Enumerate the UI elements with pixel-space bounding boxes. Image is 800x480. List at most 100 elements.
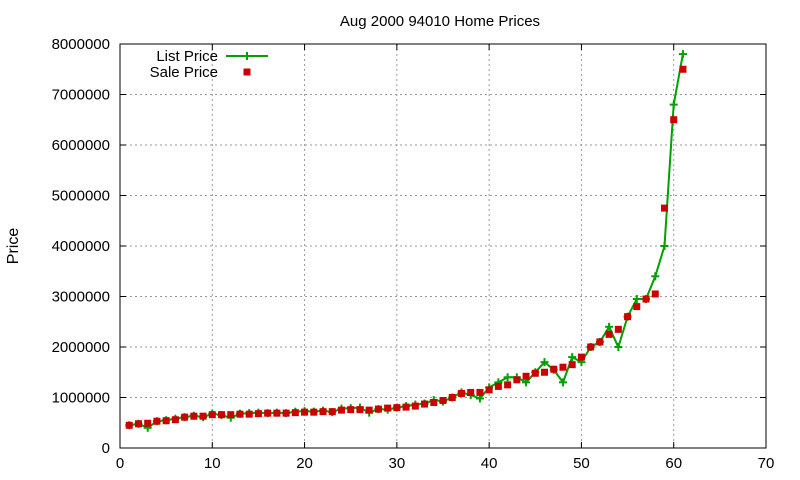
sale-price-point: [559, 363, 567, 371]
sale-price-point: [670, 116, 678, 124]
sale-price-point: [596, 338, 604, 346]
sale-price-point: [439, 397, 447, 405]
sale-price-point: [254, 410, 262, 418]
sale-price-point: [430, 399, 438, 407]
sale-price-point: [522, 372, 530, 380]
sale-price-point: [476, 388, 484, 396]
sale-price-point: [651, 290, 659, 298]
list-price-point: [614, 343, 623, 351]
x-tick-label: 60: [665, 455, 682, 472]
sale-price-point: [513, 376, 521, 384]
sale-price-point: [642, 295, 650, 303]
sale-price-point: [365, 406, 373, 414]
legend-swatch-sale-price: [243, 68, 251, 76]
sale-price-point: [236, 410, 244, 418]
legend-swatch-list-price: [226, 52, 268, 60]
chart-title: Aug 2000 94010 Home Prices: [340, 13, 540, 30]
sale-price-point: [393, 404, 401, 412]
x-tick-label: 30: [389, 455, 406, 472]
sale-price-point: [457, 389, 465, 397]
sale-price-point: [245, 410, 253, 418]
list-price-point: [605, 322, 614, 331]
sale-price-point: [328, 408, 336, 416]
x-tick-label: 70: [758, 455, 775, 472]
sale-price-point: [227, 411, 235, 419]
list-price-point: [632, 295, 641, 304]
sale-price-point: [218, 411, 226, 419]
x-tick-label: 20: [296, 455, 313, 472]
sale-price-point: [624, 313, 632, 321]
y-tick-label: 8000000: [52, 36, 110, 53]
legend-marker-sale-price: [243, 68, 251, 76]
sale-price-point: [605, 330, 613, 338]
sale-price-point: [402, 403, 410, 411]
sale-price-point: [467, 388, 475, 396]
x-axis-ticks: 0 10 20 30 40 50 60 70: [116, 44, 775, 472]
series-layer: [125, 50, 687, 432]
y-tick-label: 7000000: [52, 87, 110, 104]
list-price-point: [669, 100, 678, 109]
sale-price-point: [301, 408, 309, 416]
sale-price-point: [421, 400, 429, 408]
sale-price-point: [337, 406, 345, 414]
sale-price-point: [171, 416, 179, 424]
legend: List Price Sale Price: [150, 48, 268, 81]
sale-price-point: [411, 402, 419, 410]
y-tick-label: 2000000: [52, 339, 110, 356]
sale-price-point: [319, 408, 327, 416]
list-price-point: [651, 272, 660, 281]
x-tick-label: 40: [481, 455, 498, 472]
sale-price-point: [162, 417, 170, 425]
legend-label-list-price: List Price: [156, 48, 218, 65]
x-tick-label: 0: [116, 455, 124, 472]
sale-price-point: [504, 381, 512, 389]
sale-price-point: [374, 405, 382, 413]
sale-price-point: [208, 411, 216, 419]
sale-price-point: [587, 343, 595, 351]
sale-price-point: [356, 406, 364, 414]
y-axis-label: Price: [5, 228, 22, 265]
list-price-point: [558, 378, 567, 387]
sale-price-point: [199, 412, 207, 420]
sale-price-point: [577, 353, 585, 361]
sale-price-point: [310, 408, 318, 416]
y-tick-label: 1000000: [52, 390, 110, 407]
sale-price-point: [273, 409, 281, 417]
sale-price-point: [347, 406, 355, 414]
sale-price-point: [494, 382, 502, 390]
sale-price-point: [541, 368, 549, 376]
sale-price-point: [153, 417, 161, 425]
series-sale-price: [125, 65, 687, 429]
sale-price-point: [264, 409, 272, 417]
y-tick-label: 4000000: [52, 238, 110, 255]
sale-price-point: [531, 369, 539, 377]
list-price-point: [660, 242, 669, 250]
sale-price-point: [568, 361, 576, 369]
series-list-price: [125, 50, 687, 432]
sale-price-point: [550, 365, 558, 373]
sale-price-point: [485, 386, 493, 394]
sale-price-point: [384, 404, 392, 412]
sale-price-point: [181, 413, 189, 421]
list-price-point: [678, 50, 687, 59]
sale-price-point: [660, 204, 668, 212]
x-tick-label: 50: [573, 455, 590, 472]
list-price-point: [568, 353, 577, 362]
y-axis-ticks: 0 1000000 2000000 3000000 4000000 5000000 6000…: [52, 36, 766, 457]
grid-lines: [120, 44, 766, 448]
sale-price-point: [134, 420, 142, 428]
sale-price-point: [614, 325, 622, 333]
y-tick-label: 5000000: [52, 188, 110, 205]
sale-price-point: [448, 394, 456, 401]
x-tick-label: 10: [204, 455, 221, 472]
legend-label-sale-price: Sale Price: [150, 64, 218, 81]
y-tick-label: 0: [102, 440, 110, 457]
sale-price-point: [190, 412, 198, 420]
legend-marker-list-price: [243, 52, 251, 60]
list-price-point: [540, 358, 549, 367]
sale-price-point: [633, 303, 641, 311]
sale-price-point: [679, 65, 687, 73]
sale-price-point: [291, 409, 299, 417]
